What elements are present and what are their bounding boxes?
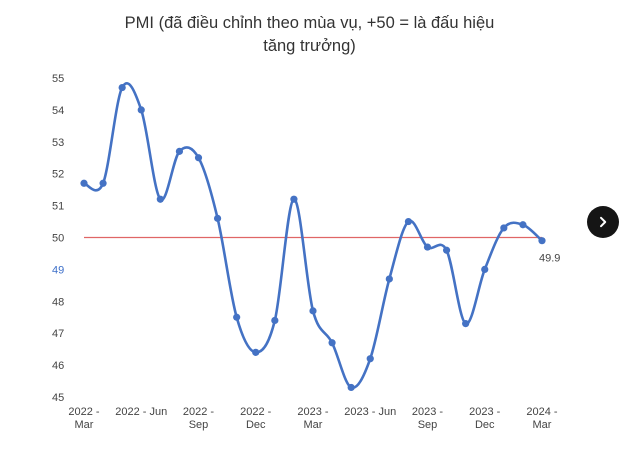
data-point [194,154,203,162]
y-tick-label: 50 [52,233,64,245]
series-line [82,81,544,389]
data-point [118,83,126,92]
y-tick-label: 51 [52,201,64,213]
data-point [442,246,451,254]
data-point [252,348,260,356]
data-point [175,147,184,155]
next-slide-button[interactable] [587,206,619,238]
x-tick-label: 2023 -Mar [297,406,329,431]
x-tick-label: 2023 -Sep [412,406,444,431]
x-tick-label: 2022 -Dec [240,406,272,431]
data-point [80,179,88,187]
x-tick-label: 2023 -Dec [469,406,501,431]
y-axis: 45 46 47 48 49 50 51 52 53 54 55 [52,73,64,404]
data-point [500,224,508,232]
x-axis: 2022 -Mar 2022 - Jun 2022 -Sep 2022 -Dec 202… [68,406,558,431]
data-point [347,383,355,392]
data-point [137,106,145,114]
data-point [233,313,241,321]
data-point [366,355,374,363]
series-layer [80,81,546,392]
y-tick-label: 54 [52,105,64,117]
data-point [271,316,279,325]
y-tick-label: 47 [52,328,64,340]
data-point [423,243,432,251]
x-tick-label: 2022 - Jun [115,406,167,418]
chart-title: PMI (đã điều chỉnh theo mùa vụ, +50 = là… [0,12,619,58]
data-point [290,195,298,203]
x-tick-label: 2022 -Sep [183,406,215,431]
x-tick-label: 2024 -Mar [526,406,558,431]
y-tick-label: 48 [52,296,64,308]
data-point [519,221,527,229]
data-point [481,265,489,273]
y-tick-label: 45 [52,392,64,404]
data-point [213,214,222,222]
data-point [538,237,546,245]
y-tick-label: 52 [52,169,64,181]
chevron-right-icon [600,216,607,228]
data-point [385,275,393,283]
y-tick-label: 55 [52,73,64,85]
y-tick-label: 49 [52,264,64,276]
data-point [309,307,317,315]
y-tick-label: 46 [52,360,64,372]
chart-title-line-1: PMI (đã điều chỉnh theo mùa vụ, +50 = là… [124,14,495,32]
data-point [156,195,164,203]
data-point [462,320,470,328]
x-tick-label: 2022 -Mar [68,406,100,431]
y-tick-label: 53 [52,137,64,149]
data-point [404,217,413,226]
last-value-label: 49.9 [539,253,560,265]
chart-title-line-2: tăng trưởng) [263,37,356,55]
x-tick-label: 2023 - Jun [344,406,396,418]
data-label-layer: 49.9 [539,253,560,265]
data-point [99,179,107,187]
data-point [328,339,336,347]
